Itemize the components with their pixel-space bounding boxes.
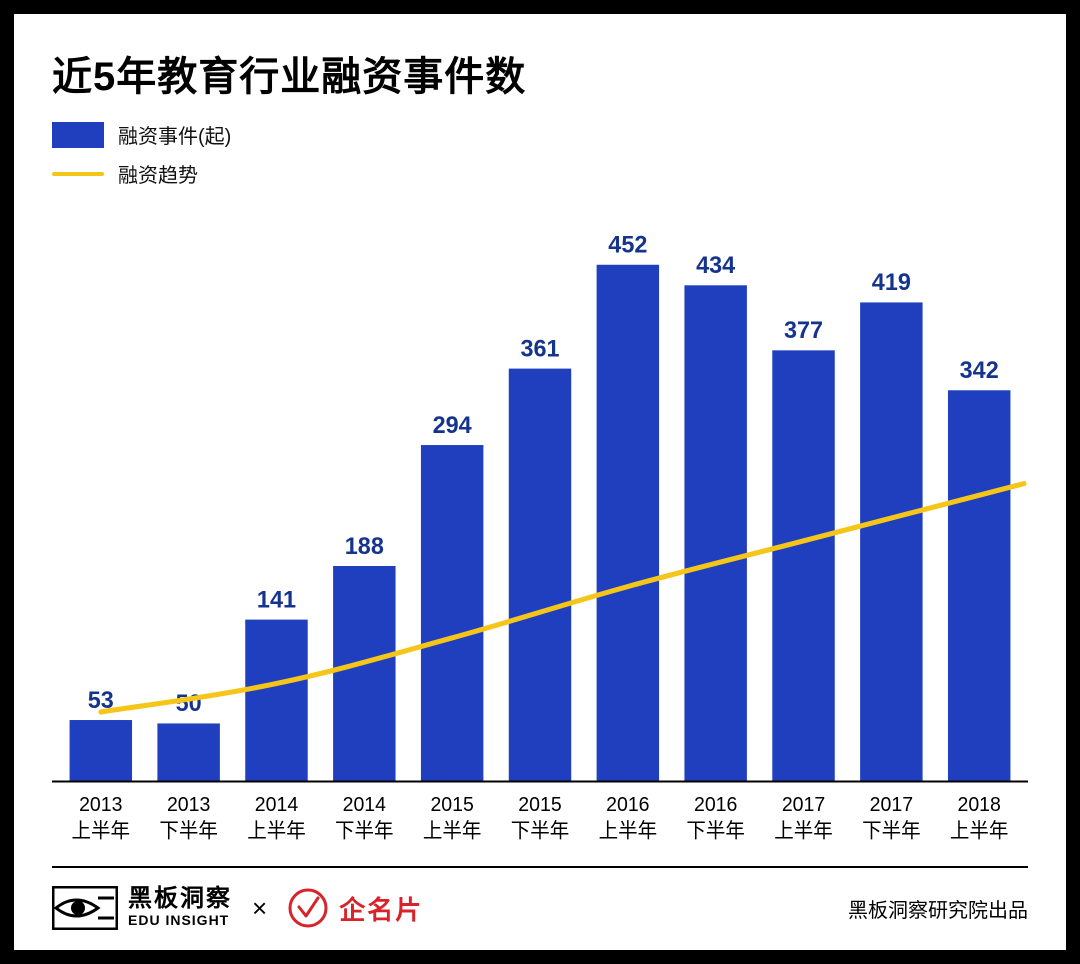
chart-area: 532013上半年502013下半年1412014上半年1882014下半年29…	[52, 210, 1028, 862]
bar	[245, 620, 307, 781]
x-axis-year: 2015	[518, 794, 561, 816]
bar	[509, 369, 571, 781]
bar	[157, 723, 219, 780]
legend-line-label: 融资趋势	[118, 159, 198, 188]
brand-edu-insight: 黑板洞察 EDU INSIGHT	[52, 886, 232, 930]
footer: 黑板洞察 EDU INSIGHT × 企名片 黑板洞察研究院出品	[52, 886, 1028, 930]
x-axis-year: 2014	[255, 794, 298, 816]
x-axis-half: 上半年	[247, 819, 306, 842]
x-axis-half: 上半年	[599, 819, 658, 842]
x-axis-half: 上半年	[774, 819, 833, 842]
bar-value-label: 342	[960, 357, 999, 385]
bar-value-label: 434	[696, 252, 736, 280]
x-axis-year: 2013	[167, 794, 210, 816]
bar	[421, 445, 483, 780]
bar	[860, 302, 922, 780]
legend-bar-row: 融资事件(起)	[52, 120, 1028, 149]
bar	[597, 265, 659, 781]
bar	[684, 285, 746, 780]
x-axis-half: 下半年	[686, 819, 745, 842]
brand1-cn: 黑板洞察	[128, 887, 232, 911]
check-circle-icon	[287, 887, 329, 929]
bar-value-label: 377	[784, 317, 823, 345]
bar-value-label: 294	[433, 411, 473, 439]
eye-icon	[52, 886, 118, 930]
brand-edu-insight-text: 黑板洞察 EDU INSIGHT	[128, 887, 232, 929]
chart-legend: 融资事件(起) 融资趋势	[52, 120, 1028, 198]
collab-times-icon: ×	[252, 893, 267, 924]
x-axis-half: 下半年	[335, 819, 394, 842]
x-axis-year: 2015	[430, 794, 473, 816]
x-axis-year: 2016	[606, 794, 649, 816]
bar-value-label: 141	[257, 586, 296, 614]
legend-line-row: 融资趋势	[52, 159, 1028, 188]
legend-bar-label: 融资事件(起)	[118, 120, 231, 149]
x-axis-half: 下半年	[511, 819, 570, 842]
bar	[333, 566, 395, 781]
x-axis-half: 上半年	[950, 819, 1009, 842]
bar-value-label: 188	[345, 532, 384, 560]
x-axis-half: 下半年	[862, 819, 921, 842]
brand2-text: 企名片	[339, 890, 423, 927]
legend-line-swatch	[52, 172, 104, 176]
x-axis-year: 2016	[694, 794, 737, 816]
x-axis-year: 2018	[958, 794, 1001, 816]
bar	[70, 720, 132, 780]
bar-value-label: 419	[872, 269, 911, 297]
x-axis-year: 2013	[79, 794, 122, 816]
footer-divider	[52, 866, 1028, 868]
x-axis-half: 上半年	[72, 819, 131, 842]
bar-value-label: 452	[608, 231, 647, 259]
x-axis-year: 2017	[782, 794, 825, 816]
brand-group: 黑板洞察 EDU INSIGHT × 企名片	[52, 886, 423, 930]
legend-bar-swatch	[52, 122, 104, 148]
footer-credit: 黑板洞察研究院出品	[848, 894, 1028, 923]
bar	[772, 350, 834, 780]
bar-value-label: 361	[520, 335, 559, 363]
x-axis-half: 上半年	[423, 819, 482, 842]
chart-svg: 532013上半年502013下半年1412014上半年1882014下半年29…	[52, 210, 1028, 862]
brand1-en: EDU INSIGHT	[128, 911, 232, 929]
x-axis-half: 下半年	[159, 819, 218, 842]
chart-card: 近5年教育行业融资事件数 融资事件(起) 融资趋势 532013上半年50201…	[14, 14, 1066, 950]
brand-qimingpian: 企名片	[287, 887, 423, 929]
chart-title: 近5年教育行业融资事件数	[52, 44, 1028, 102]
x-axis-year: 2014	[343, 794, 386, 816]
bar	[948, 390, 1010, 780]
x-axis-year: 2017	[870, 794, 913, 816]
bar-value-label: 50	[176, 690, 202, 718]
